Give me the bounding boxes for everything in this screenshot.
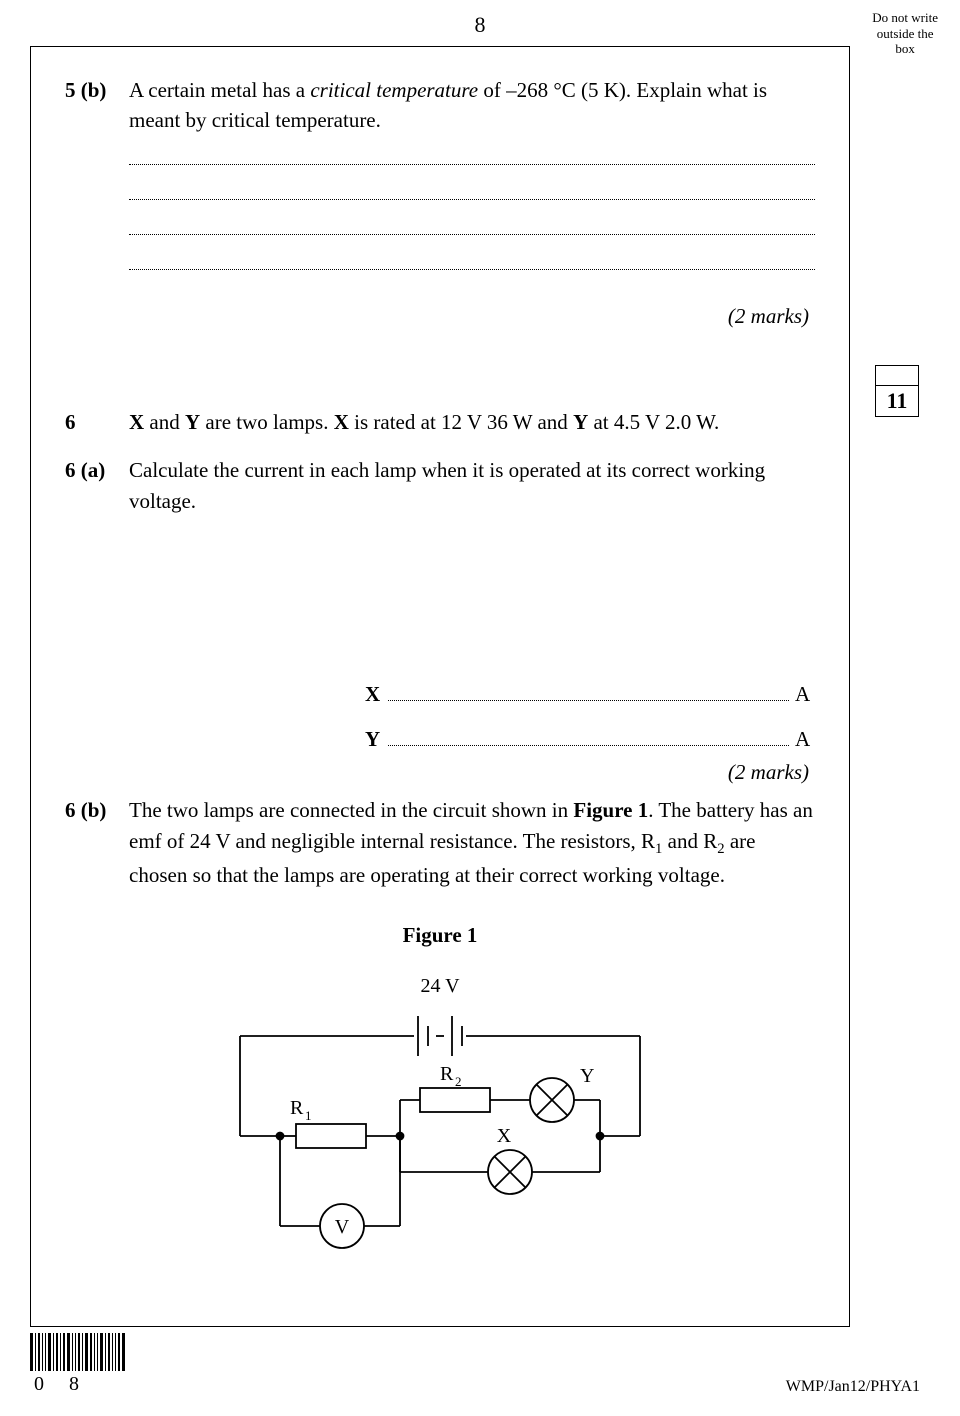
question-text: The two lamps are connected in the circu… <box>129 795 815 890</box>
section-total-box: 11 <box>875 365 919 417</box>
question-label: 6 (a) <box>65 455 129 485</box>
question-6: 6 X and Y are two lamps. X is rated at 1… <box>65 407 815 437</box>
marks-2: (2 marks) <box>65 760 809 785</box>
question-6b: 6 (b) The two lamps are connected in the… <box>65 795 815 890</box>
question-text: Calculate the current in each lamp when … <box>129 455 815 516</box>
question-label: 6 (b) <box>65 795 129 825</box>
answer-lines[interactable] <box>129 164 815 270</box>
page-number: 8 <box>0 0 960 38</box>
svg-text:24 V: 24 V <box>420 975 460 997</box>
content-frame: 5 (b) A certain metal has a critical tem… <box>30 46 850 1327</box>
margin-instruction: Do not write outside the box <box>872 10 938 57</box>
work-space[interactable] <box>65 534 815 674</box>
svg-text:V: V <box>335 1216 350 1238</box>
question-text: X and Y are two lamps. X is rated at 12 … <box>129 407 815 437</box>
svg-text:1: 1 <box>305 1108 312 1123</box>
question-5b: 5 (b) A certain metal has a critical tem… <box>65 75 815 329</box>
question-text: A certain metal has a critical temperatu… <box>129 75 815 136</box>
question-label: 5 (b) <box>65 75 129 105</box>
footer-ref: WMP/Jan12/PHYA1 <box>786 1378 920 1396</box>
svg-text:2: 2 <box>455 1074 462 1089</box>
marks-2: (2 marks) <box>65 304 809 329</box>
answer-x[interactable]: X A <box>365 682 815 707</box>
figure-caption: Figure 1 <box>65 923 815 948</box>
question-6a: 6 (a) Calculate the current in each lamp… <box>65 455 815 516</box>
barcode: 0 8 <box>30 1333 127 1396</box>
svg-text:R: R <box>290 1097 304 1119</box>
svg-text:Y: Y <box>580 1065 594 1087</box>
circuit-diagram: 24 VR1R2YXV <box>65 966 815 1266</box>
answer-y[interactable]: Y A <box>365 727 815 752</box>
question-label: 6 <box>65 407 129 437</box>
svg-text:R: R <box>440 1063 454 1085</box>
svg-text:X: X <box>497 1125 512 1147</box>
